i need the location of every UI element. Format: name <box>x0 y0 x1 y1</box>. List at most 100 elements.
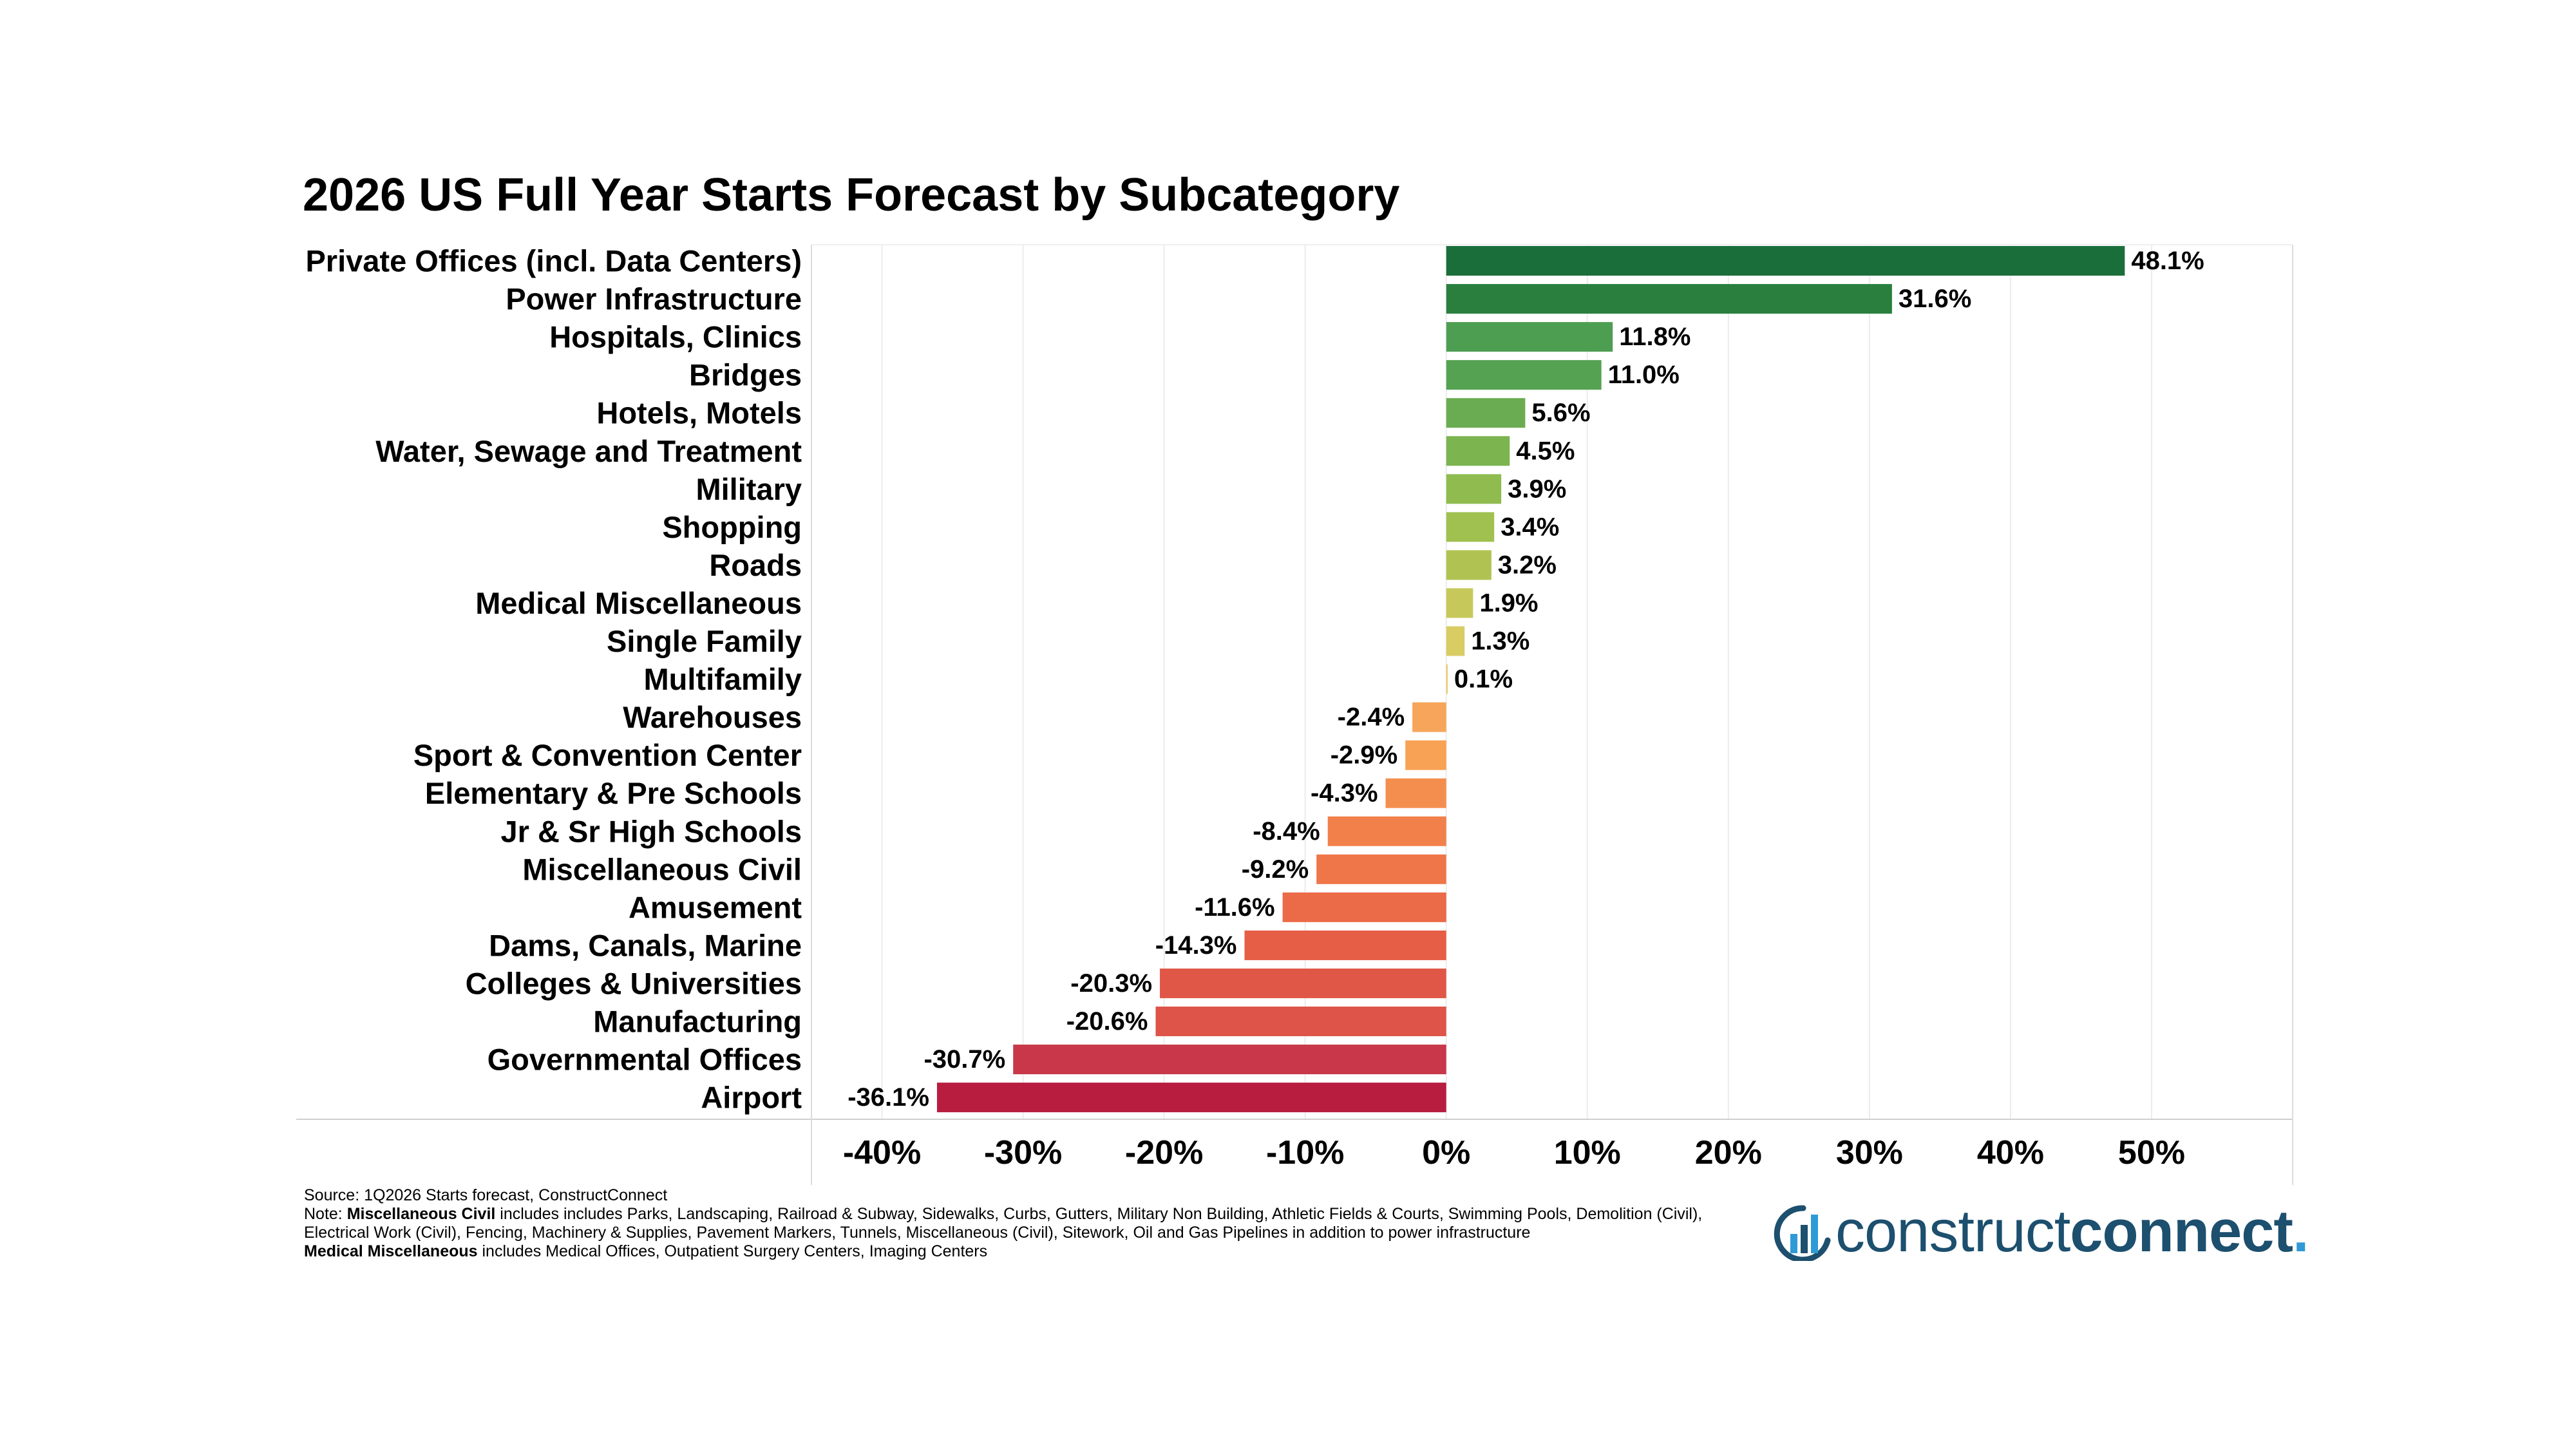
bar <box>1446 436 1510 466</box>
x-tick-label: -10% <box>1266 1134 1344 1171</box>
misc-civil-term: Miscellaneous Civil <box>346 1205 496 1223</box>
logo-text-light: construct <box>1835 1198 2070 1264</box>
category-label: Medical Miscellaneous <box>475 586 802 620</box>
value-label: 4.5% <box>1516 437 1575 465</box>
bar <box>1446 322 1613 352</box>
value-label: 48.1% <box>2131 247 2204 275</box>
x-tick-label: -40% <box>843 1134 921 1171</box>
bar <box>1316 854 1446 884</box>
category-label: Hotels, Motels <box>596 396 802 430</box>
value-label: -14.3% <box>1155 931 1237 960</box>
value-label: -2.4% <box>1338 703 1405 732</box>
value-label: 11.0% <box>1608 361 1680 389</box>
bar <box>1446 588 1473 618</box>
bars <box>936 246 2125 1113</box>
value-label: 3.9% <box>1508 475 1566 503</box>
bar <box>1385 778 1446 808</box>
category-labels: Private Offices (incl. Data Centers) Powe… <box>305 244 802 1115</box>
bar <box>1446 284 1892 314</box>
bar <box>1446 360 1602 390</box>
value-label: -36.1% <box>848 1083 929 1112</box>
category-label: Manufacturing <box>593 1005 802 1039</box>
logo-wordmark: constructconnect. <box>1835 1198 2309 1264</box>
chart-frame <box>296 244 2293 1185</box>
category-label: Private Offices (incl. Data Centers) <box>305 244 802 278</box>
x-tick-label: 10% <box>1554 1134 1621 1171</box>
category-label: Single Family <box>607 624 802 658</box>
bar <box>1327 816 1446 846</box>
chart-title: 2026 US Full Year Starts Forecast by Sub… <box>303 169 1400 221</box>
medical-misc-note: Medical Miscellaneous includes Medical O… <box>304 1242 1785 1261</box>
category-label: Shopping <box>662 510 802 544</box>
value-label: 3.2% <box>1498 551 1557 579</box>
category-label: Water, Sewage and Treatment <box>375 434 802 468</box>
category-label: Warehouses <box>623 700 802 734</box>
value-label: -2.9% <box>1331 741 1398 770</box>
grid-lines <box>881 245 2152 1119</box>
value-label: 3.4% <box>1501 513 1559 541</box>
bar <box>1405 740 1446 770</box>
category-label: Elementary & Pre Schools <box>425 776 802 810</box>
value-label: -8.4% <box>1253 817 1320 846</box>
category-label: Amusement <box>629 890 802 924</box>
bar <box>1244 930 1446 960</box>
category-label: Hospitals, Clinics <box>549 320 802 354</box>
medical-misc-term: Medical Miscellaneous <box>304 1242 478 1260</box>
constructconnect-logo: constructconnect. <box>1771 1198 2309 1265</box>
category-label: Colleges & Universities <box>466 966 802 1000</box>
x-tick-label: 30% <box>1836 1134 1903 1171</box>
bar <box>1446 512 1495 542</box>
value-label: 5.6% <box>1531 399 1590 427</box>
source-note: Source: 1Q2026 Starts forecast, Construc… <box>304 1186 668 1204</box>
x-tick-label: 0% <box>1422 1134 1470 1171</box>
misc-civil-note: Note: Miscellaneous Civil includes inclu… <box>304 1205 1785 1224</box>
building-chart-icon <box>1774 1204 1831 1261</box>
value-label: -20.3% <box>1070 969 1152 998</box>
category-label: Bridges <box>689 358 802 392</box>
bar <box>1160 968 1446 998</box>
x-axis-ticks: -40% -30% -20% -10% 0% 10% 20% 30% 40% 50% <box>843 1134 2185 1171</box>
logo-text-bold: connect <box>2070 1198 2293 1264</box>
bar <box>1412 702 1446 732</box>
value-label: -30.7% <box>923 1045 1005 1074</box>
category-label: Roads <box>709 548 802 582</box>
bar <box>1446 398 1526 428</box>
note-prefix: Note: <box>304 1205 347 1223</box>
misc-civil-note-continued: Electrical Work (Civil), Fencing, Machin… <box>304 1224 1531 1242</box>
value-label: 31.6% <box>1899 285 1971 313</box>
bar <box>1446 474 1502 504</box>
value-label: -20.6% <box>1066 1007 1148 1036</box>
bar <box>1446 664 1448 694</box>
value-label: 1.3% <box>1471 627 1530 656</box>
category-label: Power Infrastructure <box>506 282 802 316</box>
x-tick-label: -20% <box>1125 1134 1203 1171</box>
value-label: 11.8% <box>1619 323 1690 351</box>
value-labels: 48.1% 31.6% 11.8% 11.0% 5.6% 4.5% 3.9% 3.4% 3.2%… <box>848 247 2204 1112</box>
category-label: Jr & Sr High Schools <box>501 814 802 848</box>
bar <box>1155 1007 1446 1036</box>
x-tick-label: 20% <box>1695 1134 1762 1171</box>
category-label: Airport <box>701 1081 802 1115</box>
x-tick-label: -30% <box>984 1134 1062 1171</box>
value-label: -11.6% <box>1195 893 1275 922</box>
category-label: Miscellaneous Civil <box>522 852 802 886</box>
misc-civil-text: includes includes Parks, Landscaping, Ra… <box>495 1205 1703 1223</box>
category-label: Sport & Convention Center <box>413 738 802 772</box>
category-label: Multifamily <box>644 662 802 696</box>
x-tick-label: 40% <box>1977 1134 2044 1171</box>
category-label: Governmental Offices <box>488 1043 802 1077</box>
bar <box>1013 1045 1446 1075</box>
medical-misc-text: includes Medical Offices, Outpatient Sur… <box>477 1242 988 1260</box>
value-label: -9.2% <box>1242 855 1309 884</box>
x-tick-label: 50% <box>2118 1134 2185 1171</box>
value-label: 1.9% <box>1479 589 1538 617</box>
value-label: 0.1% <box>1454 665 1513 694</box>
bar <box>1446 246 2125 276</box>
value-label: -4.3% <box>1311 779 1378 808</box>
footnotes: Source: 1Q2026 Starts forecast, Construc… <box>304 1186 1785 1261</box>
category-label: Dams, Canals, Marine <box>489 928 802 962</box>
bar <box>1446 626 1465 656</box>
bar <box>1282 892 1446 922</box>
bar <box>936 1083 1446 1113</box>
